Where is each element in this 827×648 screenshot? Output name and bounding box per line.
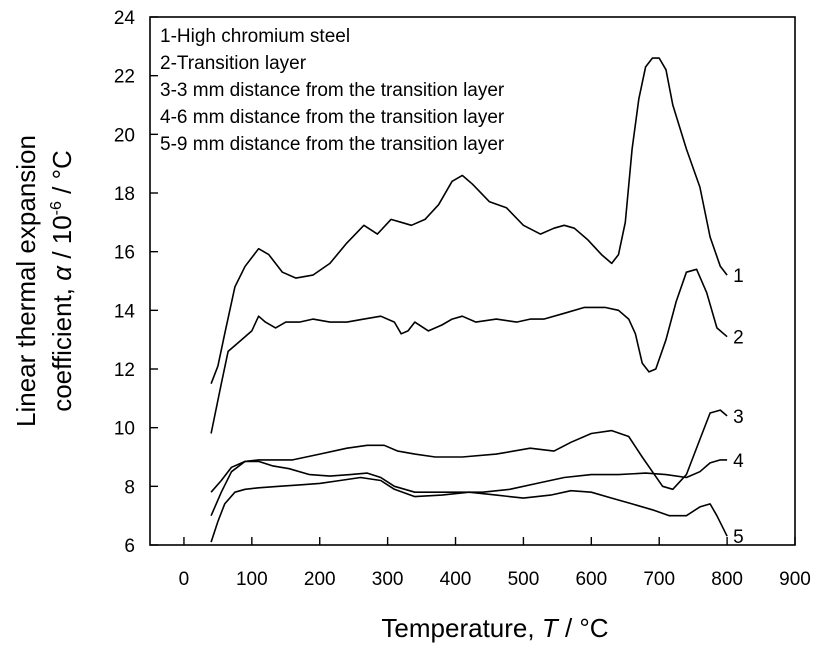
- y-axis-title-line2: coefficient, α / 10-6 / °C: [47, 150, 77, 412]
- x-tick-label: 600: [575, 569, 607, 590]
- series-label-3: 3: [733, 407, 744, 428]
- x-tick-label: 800: [711, 569, 743, 590]
- x-tick-label: 500: [508, 569, 540, 590]
- y-tick-label: 14: [114, 301, 136, 322]
- series-line-3: [210, 409, 728, 517]
- legend-entry: 2-Transition layer: [160, 53, 307, 74]
- y-tick-label: 8: [124, 477, 135, 498]
- series-label-4: 4: [733, 451, 744, 472]
- series-layer: 1 2 3 4 5: [210, 57, 744, 548]
- x-tick-label: 200: [304, 569, 336, 590]
- y-tick-label: 22: [114, 67, 135, 88]
- y-tick-label: 20: [114, 125, 135, 146]
- series-line-2: [210, 268, 728, 434]
- series-label-1: 1: [733, 266, 744, 287]
- y-tick-label: 18: [114, 184, 135, 205]
- y-tick-label: 12: [114, 360, 135, 381]
- series-label-2: 2: [733, 328, 744, 349]
- x-tick-label: 900: [779, 569, 811, 590]
- series-label-5: 5: [733, 527, 744, 548]
- x-axis: 0 100 200 300 400 500 600 700 800 900: [179, 537, 811, 590]
- y-tick-label: 24: [114, 8, 136, 29]
- y-tick-label: 16: [114, 243, 135, 264]
- series-line-5: [210, 476, 728, 543]
- x-tick-label: 0: [179, 569, 190, 590]
- x-tick-label: 700: [643, 569, 675, 590]
- legend-entry: 5-9 mm distance from the transition laye…: [160, 134, 505, 155]
- y-tick-label: 10: [114, 419, 135, 440]
- plot-frame: [149, 16, 796, 546]
- x-axis-title: Temperature, T / °C: [381, 613, 608, 643]
- y-tick-label: 6: [124, 536, 135, 557]
- y-axis: 6 8 10 12 14 16 18 20 22 24: [114, 8, 158, 557]
- legend: 1-High chromium steel 2-Transition layer 3…: [160, 26, 505, 155]
- legend-entry: 4-6 mm distance from the transition laye…: [160, 107, 505, 128]
- series-line-1: [210, 57, 728, 384]
- x-tick-label: 100: [236, 569, 268, 590]
- legend-entry: 1-High chromium steel: [160, 26, 350, 47]
- x-tick-label: 300: [372, 569, 404, 590]
- legend-entry: 3-3 mm distance from the transition laye…: [160, 80, 505, 101]
- series-line-4: [210, 459, 728, 494]
- x-tick-label: 400: [440, 569, 472, 590]
- y-axis-title-line1: Linear thermal expansion: [11, 135, 41, 427]
